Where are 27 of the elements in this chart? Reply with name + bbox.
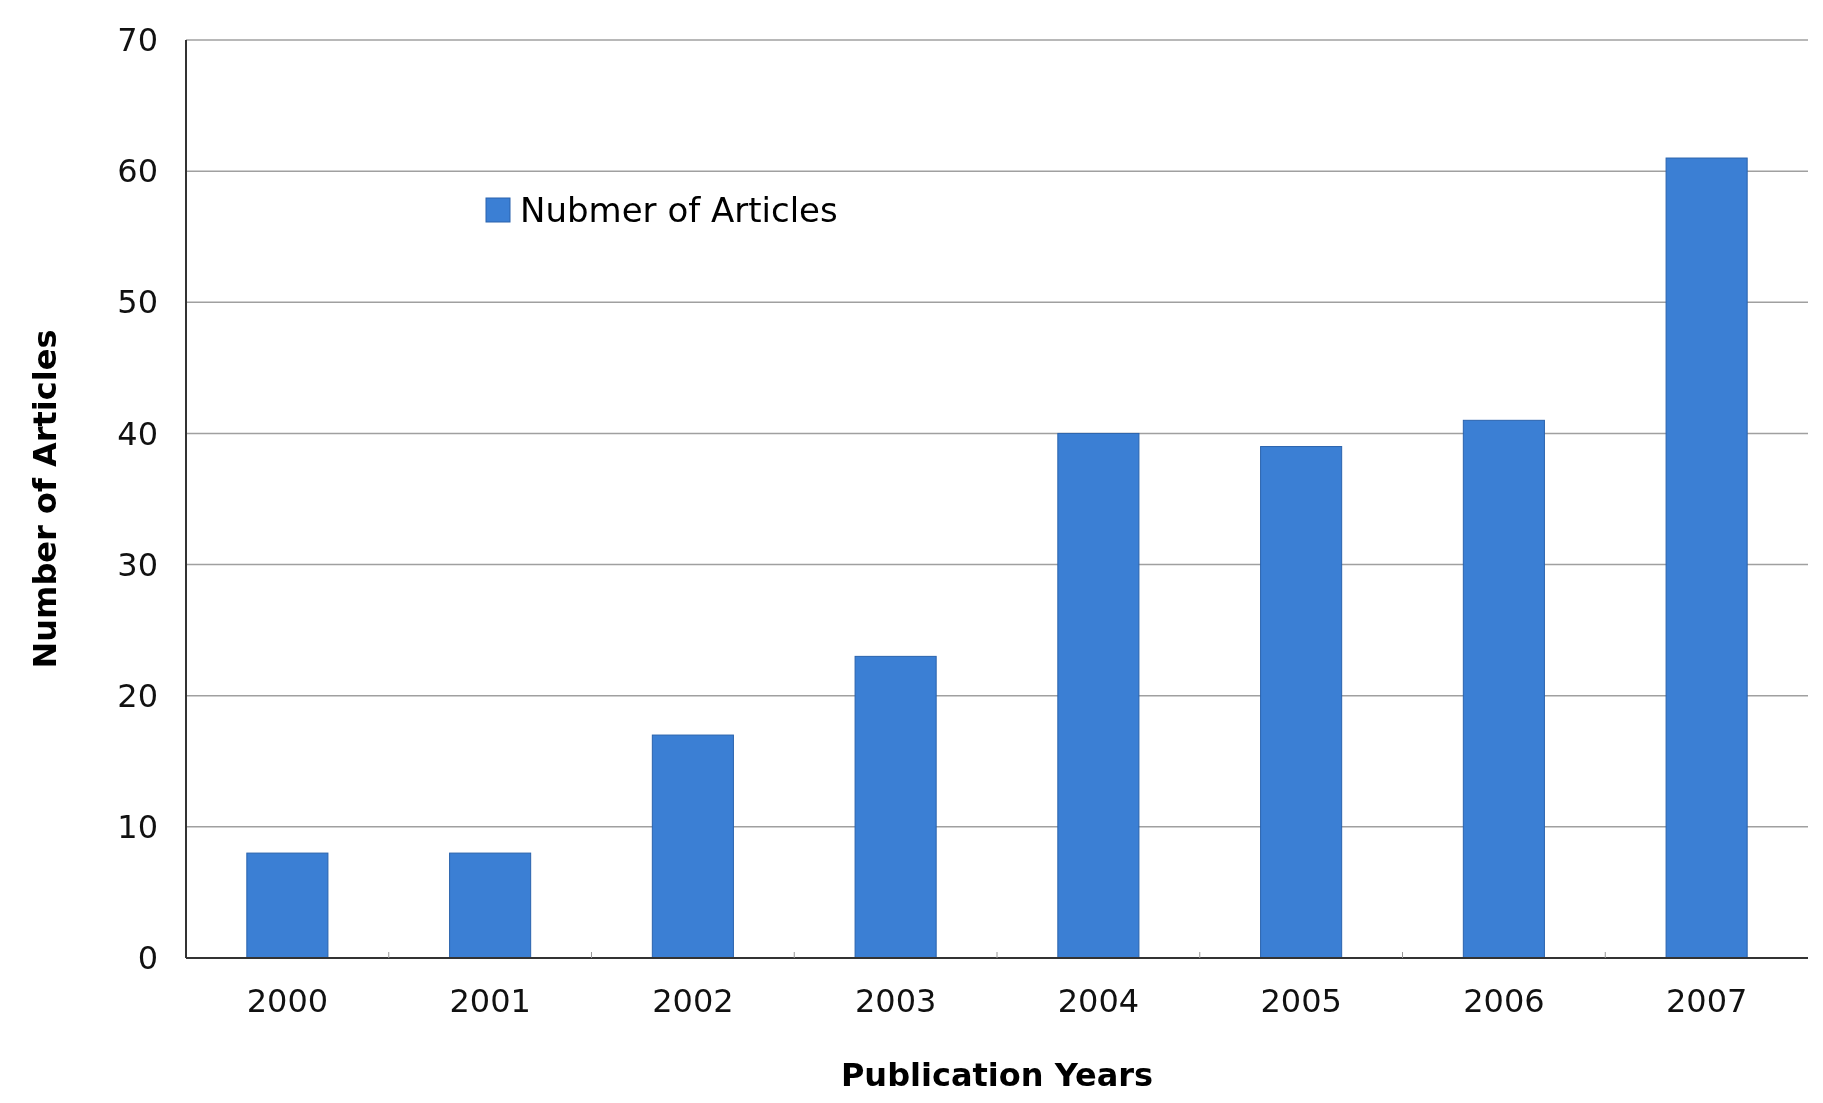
x-tick-label: 2001 xyxy=(449,982,531,1020)
bar xyxy=(1665,157,1748,959)
x-tick-label: 2002 xyxy=(652,982,734,1020)
bar xyxy=(246,852,329,959)
y-tick-label: 10 xyxy=(117,808,158,847)
x-axis-title: Publication Years xyxy=(840,1056,1154,1094)
x-tick-label: 2007 xyxy=(1665,982,1748,1020)
x-tick-label: 2004 xyxy=(1057,982,1140,1020)
bar xyxy=(1260,446,1343,959)
y-tick-label: 20 xyxy=(117,676,158,715)
y-tick-label: 70 xyxy=(117,21,158,60)
x-tick-label: 2003 xyxy=(854,982,937,1020)
x-tick-label: 2000 xyxy=(246,982,329,1020)
y-tick-label: 60 xyxy=(117,152,158,191)
x-tick-label: 2006 xyxy=(1463,982,1545,1020)
bar xyxy=(1462,419,1545,959)
y-tick-label: 40 xyxy=(117,414,158,453)
y-tick-label: 50 xyxy=(117,283,158,322)
y-tick-label: 30 xyxy=(117,545,158,584)
bar xyxy=(1057,432,1140,959)
y-axis-title: Number of Articles xyxy=(26,329,64,669)
legend-label: Nubmer of Articles xyxy=(520,189,838,230)
x-tick-label: 2005 xyxy=(1260,982,1342,1020)
y-tick-label: 0 xyxy=(137,939,158,978)
bar xyxy=(854,655,937,959)
bar xyxy=(449,852,532,959)
bar xyxy=(651,734,734,959)
